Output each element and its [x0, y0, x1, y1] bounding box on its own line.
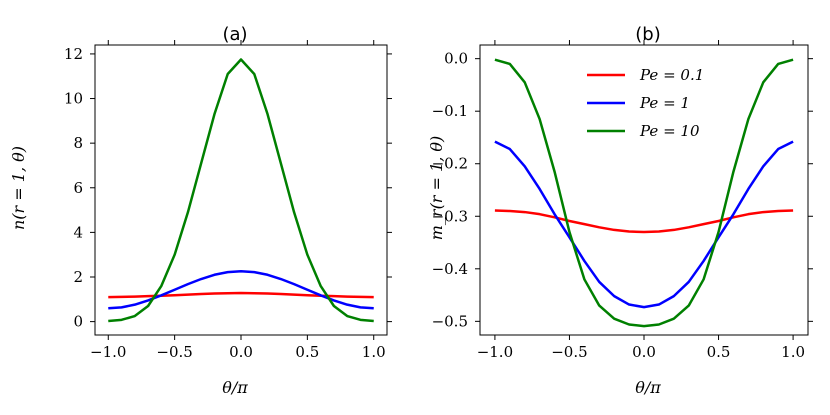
panel-b: (b) −1.0 −0.5 0.0 0.5 1.0 0.0 −0.1 −0.2 −0.3 −0.4…: [427, 24, 813, 397]
series-line-b-1: [494, 140, 794, 309]
ytick-label-a-0: 0: [73, 313, 83, 331]
axes-frame-a: [94, 44, 388, 336]
panel-a-xlabel: θ/π: [222, 378, 248, 397]
legend-label-pe-10: Pe = 10: [639, 122, 700, 140]
ytick-label-b-1: −0.1: [432, 102, 468, 120]
xtick-label-b-2: 0.0: [632, 343, 656, 361]
xtick-label-a-4: 1.0: [362, 343, 386, 361]
xtick-label-a-2: 0.0: [229, 343, 253, 361]
ytick-label-a-4: 8: [73, 134, 83, 152]
series-line-a-0: [108, 291, 374, 299]
ytick-label-a-3: 6: [73, 179, 83, 197]
plot-a-area: −1.0 −0.5 0.0 0.5 1.0 0 2 4 6 8 10 12: [64, 40, 392, 361]
axes-frame-b: [479, 44, 809, 336]
legend: Pe = 0.1 Pe = 1 Pe = 10: [587, 66, 704, 140]
panel-a-ylabel: n(r = 1, θ): [9, 146, 28, 230]
panel-b-title: (b): [635, 24, 660, 45]
xtick-label-b-3: 0.5: [707, 343, 731, 361]
xtick-label-b-0: −1.0: [477, 343, 513, 361]
series-line-a-1: [108, 269, 374, 310]
series-line-a-2: [108, 58, 374, 323]
series-line-b-0: [494, 209, 794, 234]
xtick-label-a-1: −0.5: [156, 343, 192, 361]
legend-label-pe-1: Pe = 1: [639, 94, 690, 112]
xtick-label-b-4: 1.0: [781, 343, 805, 361]
panel-a-title: (a): [222, 24, 247, 45]
xtick-label-a-3: 0.5: [295, 343, 319, 361]
ytick-label-b-2: −0.2: [432, 155, 468, 173]
panel-a: (a) −1.0 −0.5 0.0 0.5 1.0 0 2 4 6 8 10 12 θ/π n(r =…: [9, 24, 392, 397]
panel-b-xlabel: θ/π: [635, 378, 661, 397]
ytick-label-b-5: −0.5: [432, 312, 468, 330]
legend-label-pe-0-1: Pe = 0.1: [639, 66, 704, 84]
ytick-label-b-4: −0.4: [432, 260, 468, 278]
ytick-label-b-3: −0.3: [432, 207, 468, 225]
series-line-b-2: [494, 58, 794, 328]
xtick-label-b-1: −0.5: [551, 343, 587, 361]
ytick-label-a-5: 10: [64, 90, 83, 108]
ytick-label-b-0: 0.0: [444, 50, 468, 68]
ytick-label-a-2: 4: [73, 223, 83, 241]
ytick-label-a-1: 2: [73, 268, 83, 286]
panel-b-ylabel: m_r(r = 1, θ): [427, 136, 446, 241]
xtick-label-a-0: −1.0: [90, 343, 126, 361]
ytick-label-a-6: 12: [64, 45, 83, 63]
plot-b-area: −1.0 −0.5 0.0 0.5 1.0 0.0 −0.1 −0.2 −0.3 −0.4 −0.5: [432, 40, 813, 361]
